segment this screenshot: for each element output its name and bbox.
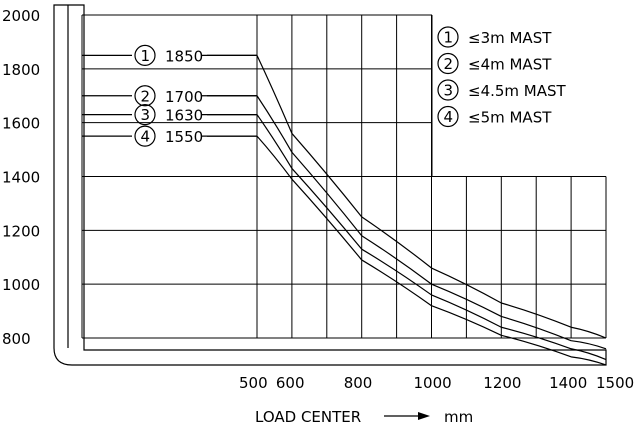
legend-marker-3: 3 [444,82,454,100]
legend: 1 ≤3m MAST 2 ≤4m MAST 3 ≤4.5m MAST 4 ≤5m MAST [437,26,567,128]
y-axis-ticks: 800 1000 1200 1400 1600 1800 2000 [2,7,40,348]
x-axis-ticks: 500 600 800 1000 1200 1400 1500 [239,374,634,392]
legend-marker-1: 1 [444,29,454,47]
callout-marker-3: 3 [141,106,151,124]
x-axis-label: LOAD CENTER [255,408,361,426]
x-tick-label-800: 800 [344,374,373,392]
callout-circle-1 [134,44,156,66]
x-tick-label-600: 600 [276,374,305,392]
x-tick-label-1000: 1000 [414,374,452,392]
callout-marker-2: 2 [141,87,151,105]
capacity-callouts: 1 1850 2 1700 3 1630 4 1550 [82,44,257,147]
series-line-2 [202,95,607,350]
y-tick-label-800: 800 [2,330,31,348]
legend-circle-4 [437,105,459,128]
x-axis-unit: mm [444,408,473,426]
legend-marker-4: 4 [444,108,454,126]
callout-marker-1: 1 [141,47,151,65]
series-line-3 [202,113,607,361]
callout-value-4: 1550 [165,128,203,146]
callout-value-1: 1850 [165,47,203,65]
y-tick-label-1000: 1000 [2,276,40,294]
callout-circle-3 [134,103,156,126]
series-line-1 [202,54,607,339]
callout-circle-2 [134,85,156,107]
legend-entry-2: ≤4m MAST [468,56,552,74]
legend-entry-4: ≤5m MAST [468,109,552,127]
legend-entry-1: ≤3m MAST [468,29,552,47]
x-tick-label-500: 500 [239,374,268,392]
x-tick-label-1200: 1200 [483,374,521,392]
chart-frame [53,4,607,366]
callout-value-3: 1630 [165,107,203,125]
curves [202,54,607,366]
legend-circle-3 [437,79,459,101]
legend-marker-2: 2 [444,55,454,73]
grid [81,14,607,339]
y-tick-label-1400: 1400 [2,169,40,187]
legend-entry-3: ≤4.5m MAST [468,82,567,100]
x-axis-arrow-head [418,412,430,420]
callout-value-2: 1700 [165,88,203,106]
legend-circle-1 [437,26,459,48]
callout-circle-4 [134,125,156,147]
series-line-4 [202,135,607,366]
y-tick-label-1200: 1200 [2,222,40,240]
x-tick-label-1400: 1400 [549,374,587,392]
y-tick-label-2000: 2000 [2,7,40,25]
callout-marker-4: 4 [141,128,151,146]
x-tick-label-1500: 1500 [596,374,634,392]
y-tick-label-1600: 1600 [2,115,40,133]
legend-circle-2 [437,52,459,75]
y-tick-label-1800: 1800 [2,61,40,79]
